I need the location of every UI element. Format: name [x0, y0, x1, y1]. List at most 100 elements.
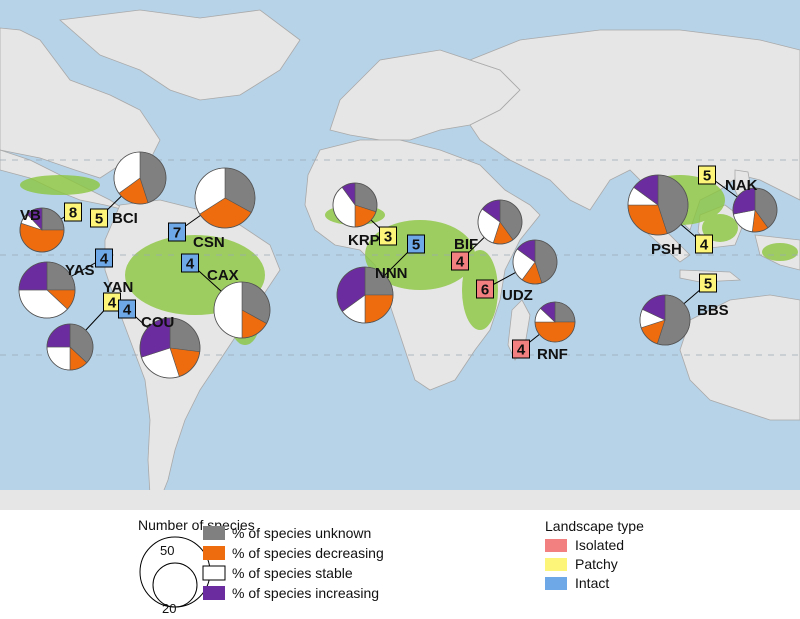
pie-krp: [332, 182, 378, 228]
box-cou: [118, 299, 136, 319]
pie-bci-outline: [113, 151, 167, 205]
pie-yas-outline: [18, 261, 76, 319]
forest-central-america: [20, 175, 100, 195]
box-yan-count: 4: [108, 295, 117, 312]
pie-psh-outline: [627, 174, 689, 236]
box-udz: [476, 279, 494, 299]
box-bbs: [699, 273, 717, 293]
site-label-vb: VB: [20, 207, 41, 224]
box-bci-count: 5: [95, 211, 103, 228]
pie-yan: [46, 323, 94, 371]
landscape-legend-swatch-intact: [545, 577, 567, 590]
pie-nnn-outline: [336, 266, 394, 324]
box-yas-count: 4: [100, 251, 109, 268]
size-label-small: 20: [162, 601, 176, 616]
box-rnf: [512, 339, 530, 359]
pie-cax-outline: [213, 281, 271, 339]
pie-rnf: [534, 301, 576, 343]
box-bif-count: 4: [456, 254, 465, 271]
site-label-rnf: RNF: [537, 346, 568, 363]
box-nnn: [407, 234, 425, 254]
pie-legend-label-decreasing: % of species decreasing: [232, 545, 384, 561]
box-cou-count: 4: [123, 302, 132, 319]
site-label-bci: BCI: [112, 210, 138, 227]
pie-vb-outline: [19, 207, 65, 253]
pie-bbs: [639, 294, 691, 346]
pie-csn: [194, 167, 256, 229]
box-krp-count: 3: [384, 229, 392, 246]
pie-yan-outline: [46, 323, 94, 371]
site-label-psh: PSH: [651, 241, 682, 258]
pie-yas: [18, 261, 76, 319]
pie-bif-outline: [477, 199, 523, 245]
pie-cou-outline: [139, 317, 201, 379]
box-csn: [168, 222, 186, 242]
box-psh: [695, 234, 713, 254]
pie-cou: [139, 317, 201, 379]
size-label-large: 50: [160, 543, 174, 558]
size-legend-title: Number of species: [138, 517, 255, 533]
greenland-canada-north: [59, 9, 301, 101]
site-label-krp: KRP: [348, 232, 380, 249]
box-udz-count: 6: [481, 282, 489, 299]
pie-legend-label-unknown: % of species unknown: [232, 525, 371, 541]
box-krp: [379, 226, 397, 246]
forest-new-guinea: [762, 243, 798, 261]
landscape-legend-title: Landscape type: [545, 518, 644, 534]
pie-vb: [19, 207, 65, 253]
landscape-legend-label-isolated: Isolated: [575, 537, 624, 553]
site-label-nak: NAK: [725, 177, 758, 194]
legend: Number of species 50 20 % of species unk…: [138, 517, 644, 616]
box-cax: [181, 253, 199, 273]
landscape-legend-swatch-isolated: [545, 539, 567, 552]
box-nak-count: 5: [703, 168, 711, 185]
pie-psh: [627, 174, 689, 236]
pie-legend-label-increasing: % of species increasing: [232, 585, 379, 601]
landscape-legend-swatch-patchy: [545, 558, 567, 571]
landscape-legend: Isolated Patchy Intact: [545, 537, 624, 591]
pie-legend-swatch-increasing: [203, 586, 225, 600]
pie-rnf-outline: [534, 301, 576, 343]
size-circle-small: [152, 562, 198, 608]
box-vb: [64, 202, 82, 222]
pie-nnn: [336, 266, 394, 324]
box-nnn-count: 5: [412, 237, 420, 254]
box-psh-count: 4: [700, 237, 709, 254]
landscape-legend-label-patchy: Patchy: [575, 556, 618, 572]
box-cax-count: 4: [186, 256, 195, 273]
pie-bbs-outline: [639, 294, 691, 346]
box-csn-count: 7: [173, 225, 181, 242]
box-bbs-count: 5: [704, 276, 712, 293]
pie-csn-outline: [194, 167, 256, 229]
pie-nak-outline: [732, 187, 778, 233]
pie-nak: [732, 187, 778, 233]
pie-legend-label-stable: % of species stable: [232, 565, 353, 581]
box-rnf-count: 4: [517, 342, 526, 359]
box-vb-count: 8: [69, 205, 77, 222]
site-label-cou: COU: [141, 314, 174, 331]
pie-legend-swatch-stable: [202, 565, 226, 581]
pie-bif: [477, 199, 523, 245]
site-label-csn: CSN: [193, 234, 225, 251]
landscape-legend-label-intact: Intact: [575, 575, 609, 591]
site-label-yas: YAS: [65, 262, 94, 279]
north-america: [0, 27, 161, 179]
box-bif: [451, 251, 469, 271]
box-yas: [95, 248, 113, 268]
pie-udz: [512, 239, 558, 285]
pie-cax: [213, 281, 271, 339]
site-label-udz: UDZ: [502, 287, 533, 304]
pie-legend-swatch-decreasing: [203, 546, 225, 560]
site-label-bif: BIF: [454, 236, 478, 253]
pie-legend: % of species unknown % of species decreas…: [202, 525, 384, 601]
pie-bci: [113, 151, 167, 205]
site-pies: [18, 151, 778, 379]
pie-udz-outline: [512, 239, 558, 285]
pie-krp-outline: [332, 182, 378, 228]
box-bci: [90, 208, 108, 228]
site-label-cax: CAX: [207, 267, 239, 284]
site-label-nnn: NNN: [375, 265, 408, 282]
antarctica: [0, 490, 800, 510]
site-label-bbs: BBS: [697, 302, 729, 319]
